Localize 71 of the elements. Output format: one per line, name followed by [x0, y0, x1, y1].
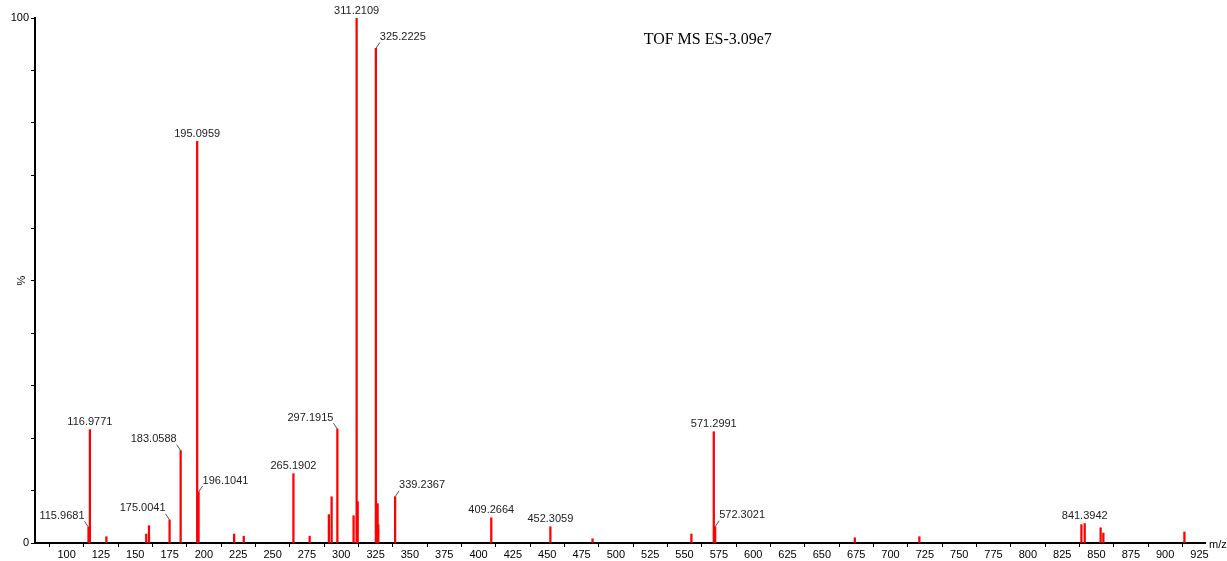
y-tick-label: 0	[22, 536, 29, 549]
annotation: 297.1915	[287, 410, 334, 423]
bar	[355, 18, 358, 543]
bar	[918, 536, 921, 543]
x-tick-label: 875	[1121, 547, 1141, 560]
x-tick-label: 325	[366, 547, 385, 560]
y-axis-title: %	[14, 275, 27, 286]
x-tick-label: 250	[263, 547, 282, 560]
x-tick-label: 775	[984, 547, 1003, 560]
x-tick-label: 575	[709, 547, 729, 560]
x-tick-label: 700	[881, 547, 900, 560]
annotation: 409.2664	[468, 503, 515, 516]
bar	[591, 538, 594, 543]
bar	[490, 517, 493, 543]
x-tick-label: 200	[194, 547, 214, 560]
annotation: 325.2225	[379, 29, 426, 42]
x-tick-label: 100	[57, 547, 76, 560]
bar	[292, 473, 295, 543]
x-tick-label: 450	[538, 547, 557, 560]
x-tick-label: 400	[469, 547, 488, 560]
annotation: 116.9771	[67, 415, 113, 428]
bar	[330, 496, 333, 543]
bar	[168, 519, 171, 543]
x-tick-label: 150	[126, 547, 145, 560]
x-tick-label: 650	[812, 547, 832, 560]
bar	[1080, 524, 1083, 543]
x-tick-label: 725	[915, 547, 935, 560]
x-tick-label: 850	[1087, 547, 1106, 560]
x-tick-label: 800	[1018, 547, 1038, 560]
bar	[549, 526, 552, 543]
x-tick-label: 275	[297, 547, 317, 560]
x-tick-label: 600	[744, 547, 763, 560]
x-tick-label: 500	[606, 547, 626, 560]
bar	[690, 533, 693, 543]
x-tick-label: 925	[1190, 547, 1209, 560]
x-tick-label: 900	[1156, 547, 1175, 560]
x-axis-title: m/z	[1209, 537, 1227, 550]
x-tick-label: 550	[675, 547, 694, 560]
x-tick-label: 750	[950, 547, 969, 560]
x-tick-label: 375	[435, 547, 454, 560]
bar	[147, 525, 151, 543]
x-tick-label: 350	[400, 547, 420, 560]
x-tick-label: 625	[778, 547, 797, 560]
annotation: TOF MS ES-3.09e7	[643, 30, 772, 48]
annotation: 572.3021	[719, 508, 766, 521]
annotation: 115.9681	[39, 508, 85, 521]
annotation: 175.0041	[119, 501, 166, 514]
bar	[1083, 523, 1086, 543]
x-tick-label: 125	[91, 547, 111, 560]
bar	[336, 428, 339, 543]
x-tick-label: 225	[229, 547, 248, 560]
x-tick-label: 175	[160, 547, 179, 560]
annotation: 339.2367	[399, 478, 445, 491]
annotation: 311.2109	[334, 3, 380, 16]
x-tick-label: 425	[503, 547, 523, 560]
x-tick-label: 525	[641, 547, 660, 560]
x-tick-label: 675	[847, 547, 866, 560]
annotation: 452.3059	[527, 512, 574, 525]
annotation: 265.1902	[270, 459, 317, 472]
annotation: 195.0959	[174, 126, 221, 139]
annotation: 196.1041	[202, 473, 249, 486]
bar	[853, 537, 856, 543]
annotation: 183.0588	[130, 432, 177, 445]
annotation: 841.3942	[1061, 509, 1108, 522]
x-tick-label: 825	[1053, 547, 1072, 560]
bar	[1183, 531, 1186, 543]
bar	[105, 536, 108, 543]
x-tick-label: 300	[332, 547, 351, 560]
bar	[1099, 527, 1102, 543]
x-tick-label: 475	[572, 547, 591, 560]
annotation: 571.2991	[690, 417, 737, 430]
